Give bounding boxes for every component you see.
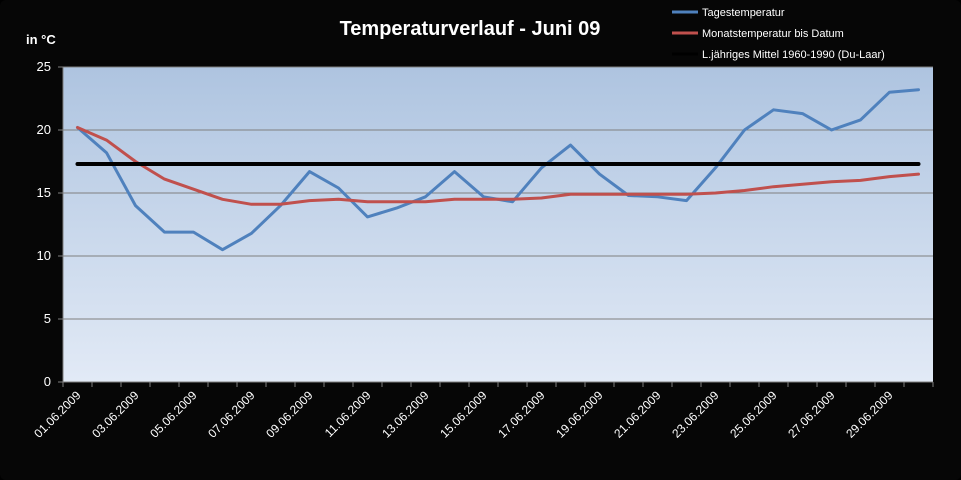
x-tick-label-11.06.2009: 11.06.2009: [322, 388, 374, 440]
y-axis-ticks: 0 5 10 15 20 25: [37, 59, 63, 389]
legend-label-monatstemperatur: Monatstemperatur bis Datum: [702, 28, 844, 40]
x-tick-label-15.06.2009: 15.06.2009: [437, 388, 490, 441]
legend: Tagestemperatur Monatstemperatur bis Dat…: [672, 7, 885, 61]
x-tick-label-21.06.2009: 21.06.2009: [611, 388, 664, 441]
y-tick-label-10: 10: [37, 248, 51, 263]
x-tick-label-23.06.2009: 23.06.2009: [669, 388, 722, 441]
x-tick-label-17.06.2009: 17.06.2009: [495, 388, 548, 441]
y-axis-unit-label: in °C: [26, 32, 56, 47]
y-tick-label-0: 0: [44, 374, 51, 389]
legend-label-langjaehriges-mittel: L.jähriges Mittel 1960-1990 (Du-Laar): [702, 49, 885, 61]
x-tick-label-07.06.2009: 07.06.2009: [205, 388, 258, 441]
series-line-monatstemperatur: [76, 126, 920, 206]
x-tick-label-27.06.2009: 27.06.2009: [785, 388, 838, 441]
legend-label-tagestemperatur: Tagestemperatur: [702, 7, 785, 19]
y-tick-label-20: 20: [37, 122, 51, 137]
x-tick-label-19.06.2009: 19.06.2009: [553, 388, 606, 441]
x-tick-label-01.06.2009: 01.06.2009: [31, 388, 84, 441]
x-tick-label-13.06.2009: 13.06.2009: [379, 388, 432, 441]
y-tick-label-5: 5: [44, 311, 51, 326]
x-axis-ticks: 01.06.2009 03.06.2009 05.06.2009 07.06.2009…: [31, 382, 934, 441]
y-tick-label-25: 25: [37, 59, 51, 74]
chart-title: Temperaturverlauf - Juni 09: [340, 18, 601, 40]
x-tick-label-03.06.2009: 03.06.2009: [89, 388, 142, 441]
x-tick-label-09.06.2009: 09.06.2009: [263, 388, 316, 441]
series-lines: [75, 88, 921, 252]
x-tick-label-05.06.2009: 05.06.2009: [147, 388, 200, 441]
y-tick-label-15: 15: [37, 185, 51, 200]
plot-area: [63, 67, 933, 382]
x-tick-label-25.06.2009: 25.06.2009: [727, 388, 780, 441]
x-tick-label-29.06.2009: 29.06.2009: [843, 388, 896, 441]
